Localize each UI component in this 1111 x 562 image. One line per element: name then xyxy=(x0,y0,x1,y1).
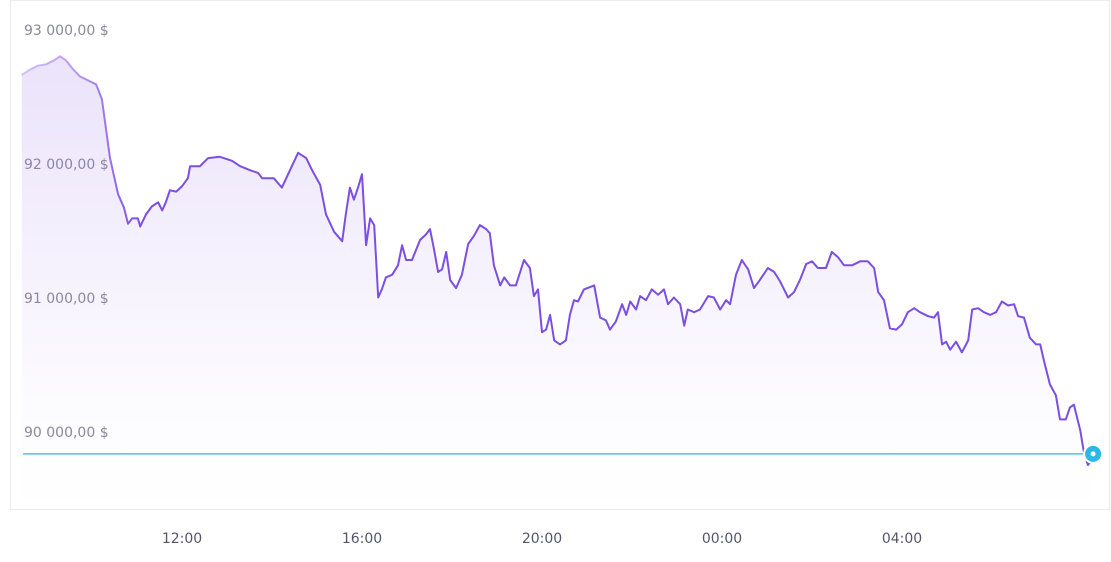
x-tick-label: 04:00 xyxy=(882,531,922,547)
y-tick-label: 93 000,00 $ xyxy=(24,23,109,39)
x-tick-label: 00:00 xyxy=(702,531,742,547)
x-tick-label: 12:00 xyxy=(162,531,202,547)
price-line xyxy=(21,55,1091,466)
area-fill xyxy=(21,56,1091,510)
x-tick-label: 20:00 xyxy=(522,531,562,547)
last-price-dot-center xyxy=(1090,451,1096,457)
plot-frame xyxy=(10,0,1110,510)
x-tick-label: 16:00 xyxy=(342,531,382,547)
